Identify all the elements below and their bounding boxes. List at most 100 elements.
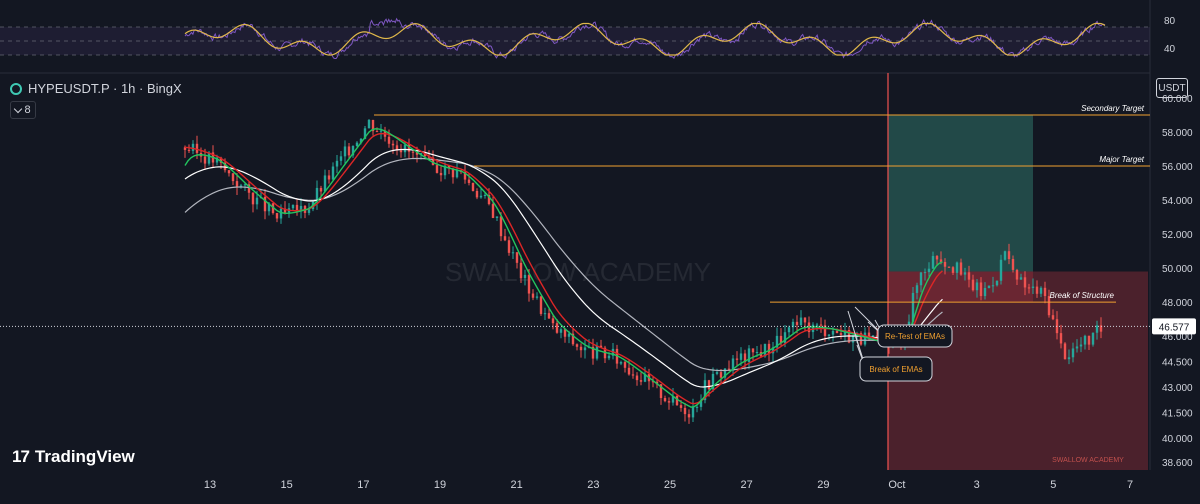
rsi-line <box>184 17 1106 60</box>
currency-badge[interactable]: USDT <box>1156 78 1188 98</box>
candle <box>1083 335 1087 345</box>
chevron-down-icon <box>14 104 23 114</box>
candle <box>219 157 223 163</box>
candle <box>939 259 943 262</box>
candle <box>1027 287 1031 289</box>
candle <box>455 170 459 178</box>
candle <box>1079 344 1083 347</box>
candle <box>923 272 927 274</box>
candle <box>275 213 279 219</box>
candle <box>515 252 519 263</box>
callout-box <box>859 356 933 382</box>
candle <box>715 372 719 374</box>
candle <box>1091 332 1095 345</box>
candle <box>787 327 791 333</box>
candle <box>767 343 771 354</box>
candle <box>839 333 843 335</box>
candle <box>723 368 727 378</box>
candle <box>291 204 295 209</box>
candle <box>499 216 503 237</box>
callout-label-0: Re-Test of EMAs <box>885 332 945 341</box>
candle <box>999 259 1003 281</box>
candle <box>827 334 831 336</box>
candle <box>411 151 415 153</box>
ema-slowest-line <box>184 157 943 372</box>
candle <box>431 157 435 166</box>
callout-box <box>877 324 953 348</box>
candle <box>263 197 267 212</box>
time-tick-label: 23 <box>587 479 599 491</box>
candle <box>943 261 947 267</box>
candle <box>251 192 255 205</box>
symbol-header[interactable]: HYPEUSDT.P · 1h · BingX <box>10 81 182 96</box>
price-tick-label: 52.000 <box>1162 230 1193 241</box>
price-tick-label: 58.000 <box>1162 128 1193 139</box>
symbol-label[interactable]: HYPEUSDT.P · 1h · BingX <box>28 81 182 96</box>
candle <box>607 355 611 359</box>
candle <box>927 268 931 273</box>
candle <box>523 274 527 279</box>
tradingview-brand[interactable]: 17 TradingView <box>12 447 135 467</box>
candle <box>867 332 871 337</box>
candle <box>367 119 371 129</box>
candle <box>1063 343 1067 360</box>
candle <box>339 156 343 161</box>
candle <box>391 143 395 146</box>
price-tick-label: 56.000 <box>1162 162 1193 173</box>
candle <box>447 165 451 169</box>
candle <box>983 288 987 297</box>
candle <box>539 296 543 314</box>
candle <box>727 368 731 370</box>
candle <box>295 204 299 212</box>
candle <box>755 352 759 354</box>
candle <box>763 343 767 357</box>
candle <box>651 381 655 383</box>
candle <box>639 380 643 382</box>
candle <box>399 150 403 153</box>
time-tick-label: 17 <box>357 479 369 491</box>
candle <box>195 143 199 153</box>
price-tick-label: 46.000 <box>1162 332 1193 343</box>
candle <box>619 362 623 364</box>
candle <box>471 182 475 192</box>
candle <box>579 346 583 351</box>
candle <box>507 240 511 253</box>
candle <box>575 344 579 347</box>
candle <box>1015 269 1019 280</box>
candle <box>703 380 707 401</box>
candle <box>267 203 271 212</box>
loss-zone <box>888 271 1033 302</box>
candle <box>747 348 751 362</box>
candle <box>751 348 755 353</box>
candle <box>183 147 187 150</box>
candle <box>343 146 347 157</box>
current-price-label: 46.577 <box>1159 322 1190 333</box>
indicators-toggle-button[interactable]: 8 <box>10 101 36 119</box>
candle <box>503 236 507 241</box>
candle <box>347 146 351 156</box>
candle <box>319 187 323 192</box>
candle <box>439 172 443 176</box>
candle <box>863 332 867 345</box>
time-tick-label: Oct <box>888 479 905 491</box>
candle <box>631 374 635 376</box>
candle <box>671 395 675 403</box>
candle <box>467 179 471 183</box>
candle <box>623 362 627 368</box>
candle <box>191 143 195 151</box>
candle <box>207 152 211 164</box>
candle <box>187 149 191 151</box>
candle <box>531 293 535 298</box>
time-tick-label: 13 <box>204 479 216 491</box>
candle <box>775 335 779 348</box>
candle <box>403 144 407 153</box>
time-tick-label: 25 <box>664 479 676 491</box>
candle <box>563 329 567 337</box>
price-tick-label: 41.500 <box>1162 409 1193 420</box>
tradingview-logo-icon: 17 <box>12 447 30 466</box>
candle <box>991 285 995 287</box>
candle <box>1047 296 1051 316</box>
candle <box>371 119 375 132</box>
